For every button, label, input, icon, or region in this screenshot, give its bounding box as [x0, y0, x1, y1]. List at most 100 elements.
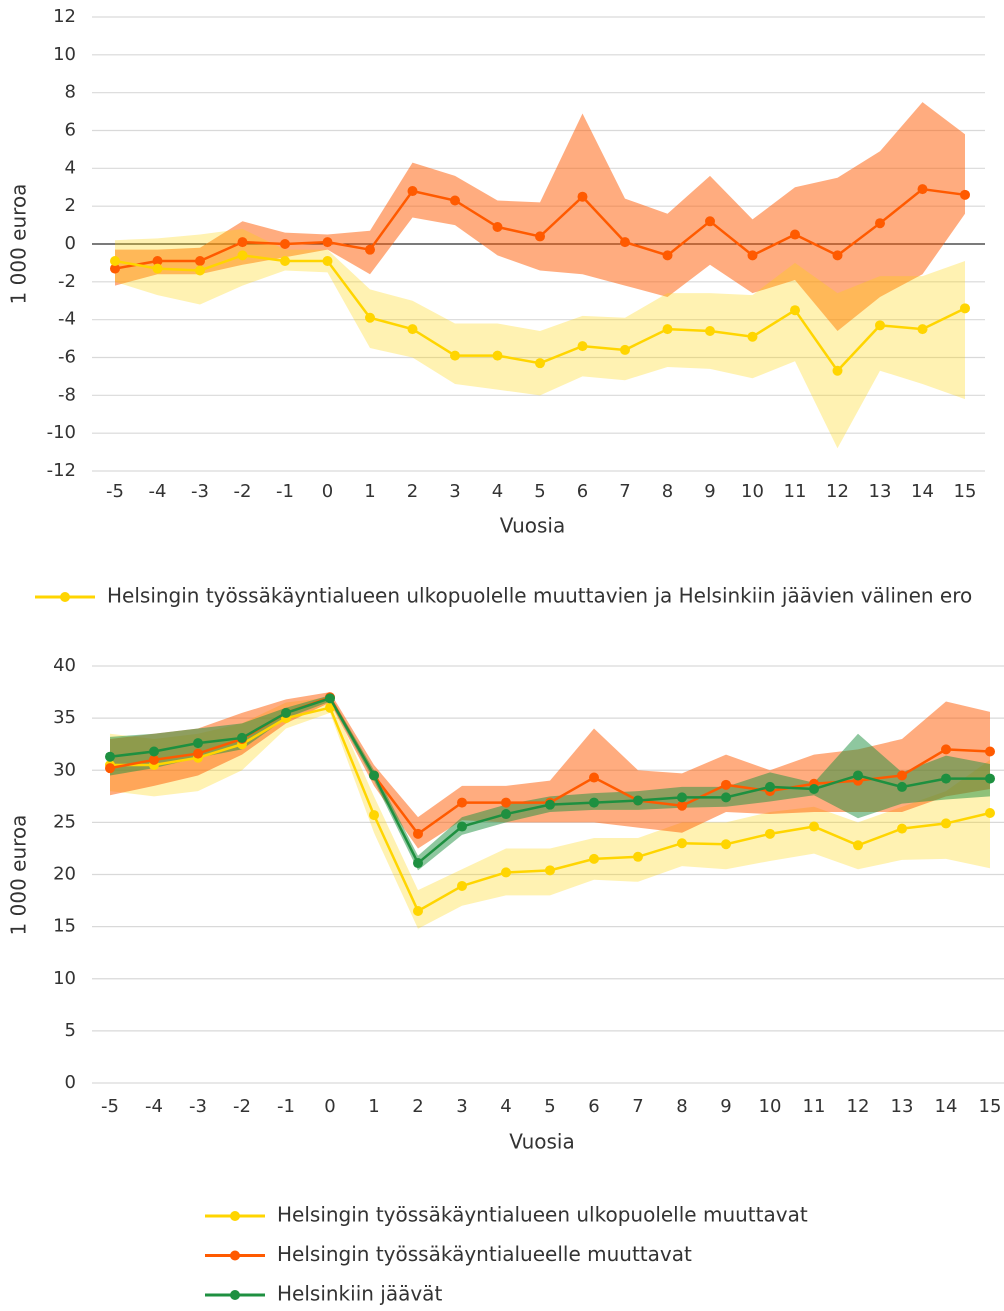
x-tick-label: 15 — [979, 1096, 1002, 1117]
data-point — [325, 693, 335, 704]
x-tick-label: -2 — [234, 481, 252, 502]
x-tick-label: 0 — [324, 1096, 335, 1117]
x-tick-label: 4 — [500, 1096, 511, 1117]
y-tick-label: 30 — [53, 759, 76, 780]
legend-marker — [230, 1250, 240, 1261]
data-point — [110, 256, 120, 267]
x-axis-label: Vuosia — [509, 1130, 574, 1154]
y-axis-label: 1 000 euroa — [7, 815, 31, 936]
data-point — [457, 880, 467, 891]
y-tick-label: 6 — [65, 120, 76, 141]
data-point — [450, 195, 460, 206]
x-tick-label: 7 — [632, 1096, 643, 1117]
x-tick-label: 5 — [534, 481, 545, 502]
data-point — [105, 763, 115, 774]
data-point — [809, 784, 819, 795]
x-tick-label: 1 — [364, 481, 375, 502]
data-point — [677, 800, 687, 811]
x-tick-label: -3 — [189, 1096, 207, 1117]
data-point — [365, 244, 375, 255]
data-point — [457, 821, 467, 832]
x-axis-label: Vuosia — [500, 514, 565, 538]
x-tick-label: -1 — [277, 1096, 295, 1117]
data-point — [152, 263, 163, 274]
data-point — [747, 331, 758, 342]
data-point — [677, 838, 687, 849]
data-point — [413, 858, 423, 869]
data-point — [195, 256, 205, 267]
y-tick-label: -10 — [47, 422, 76, 443]
y-tick-label: -2 — [58, 271, 76, 292]
confidence-band — [110, 692, 990, 849]
x-tick-label: 1 — [368, 1096, 379, 1117]
data-point — [941, 818, 951, 829]
y-tick-label: 4 — [65, 157, 76, 178]
x-tick-label: 3 — [449, 481, 460, 502]
data-point — [237, 250, 248, 261]
data-point — [281, 707, 291, 718]
x-tick-label: 0 — [322, 481, 333, 502]
data-point — [985, 807, 995, 818]
data-point — [875, 218, 885, 229]
y-tick-label: 25 — [53, 811, 76, 832]
y-tick-label: -4 — [58, 309, 76, 330]
x-tick-label: -4 — [145, 1096, 163, 1117]
data-point — [407, 186, 418, 197]
x-tick-label: 9 — [720, 1096, 731, 1117]
y-tick-label: -12 — [47, 460, 76, 481]
data-point — [721, 779, 731, 790]
legend-marker — [230, 1290, 240, 1300]
y-tick-label: 20 — [53, 864, 76, 885]
data-point — [633, 795, 643, 806]
y-tick-label: -8 — [58, 384, 76, 405]
data-point — [985, 746, 995, 757]
data-point — [237, 732, 247, 743]
confidence-band — [115, 228, 965, 449]
x-tick-label: 12 — [847, 1096, 870, 1117]
data-point — [633, 851, 643, 862]
data-point — [501, 867, 511, 878]
data-point — [322, 256, 333, 267]
data-point — [790, 229, 800, 240]
data-point — [589, 772, 599, 783]
data-point — [110, 263, 120, 274]
data-point — [193, 738, 203, 749]
data-point — [790, 305, 800, 316]
x-tick-label: 7 — [619, 481, 630, 502]
x-tick-label: 6 — [588, 1096, 599, 1117]
confidence-band — [115, 102, 965, 332]
y-tick-label: 0 — [65, 1072, 76, 1093]
x-tick-label: -4 — [149, 481, 167, 502]
x-tick-label: 15 — [954, 481, 977, 502]
data-point — [545, 865, 555, 876]
data-point — [897, 770, 907, 781]
y-tick-label: 35 — [53, 707, 76, 728]
x-tick-label: 10 — [759, 1096, 782, 1117]
x-tick-label: 14 — [911, 481, 934, 502]
data-point — [369, 810, 379, 821]
legend-label: Helsinkiin jäävät — [277, 1282, 442, 1306]
data-point — [413, 828, 423, 839]
data-point — [535, 231, 545, 242]
x-tick-label: 3 — [456, 1096, 467, 1117]
x-tick-label: 8 — [662, 481, 673, 502]
data-point — [747, 250, 758, 261]
data-point — [620, 237, 630, 248]
data-point — [589, 797, 599, 808]
data-point — [105, 751, 115, 762]
data-point — [365, 312, 375, 323]
data-point — [193, 748, 203, 759]
data-point — [149, 754, 159, 765]
data-point — [535, 358, 545, 369]
data-point — [853, 770, 863, 781]
data-point — [492, 221, 503, 232]
x-tick-label: -2 — [233, 1096, 251, 1117]
x-tick-label: 4 — [492, 481, 503, 502]
data-point — [809, 821, 819, 832]
data-point — [149, 746, 159, 757]
y-axis-label: 1 000 euroa — [7, 184, 31, 305]
y-tick-label: 12 — [53, 6, 76, 27]
data-point — [369, 770, 379, 781]
x-tick-label: -3 — [191, 481, 209, 502]
data-point — [832, 250, 843, 261]
